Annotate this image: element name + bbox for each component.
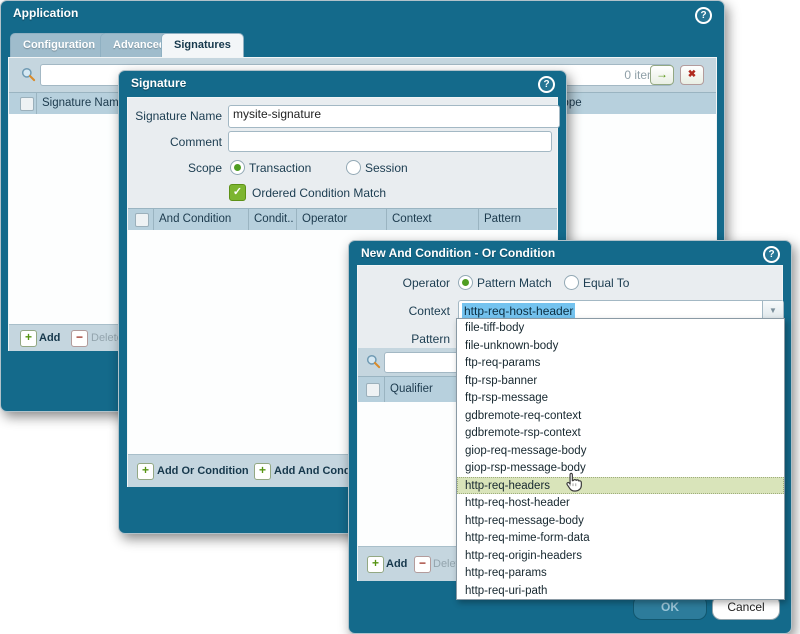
select-all-checkbox[interactable] <box>366 383 380 397</box>
new-and-condition-dialog: New And Condition - Or Condition ? Opera… <box>348 240 792 634</box>
dropdown-item[interactable]: http-req-message-body <box>465 514 584 527</box>
column-pattern[interactable]: Pattern <box>484 213 522 225</box>
new-and-condition-dialog-title: New And Condition - Or Condition <box>361 246 556 260</box>
signature-name-label: Signature Name <box>135 109 222 123</box>
column-qualifier[interactable]: Qualifier <box>390 383 433 395</box>
dropdown-item[interactable]: gdbremote-rsp-context <box>465 427 581 439</box>
select-all-checkbox[interactable] <box>20 97 34 111</box>
scope-transaction-radio[interactable] <box>230 160 245 175</box>
dropdown-item[interactable]: giop-rsp-message-body <box>465 462 586 474</box>
dropdown-arrow-icon[interactable]: ▼ <box>762 301 783 321</box>
search-icon <box>21 67 36 82</box>
add-icon[interactable]: + <box>367 556 384 573</box>
scope-session-radio[interactable] <box>346 160 361 175</box>
help-icon[interactable]: ? <box>763 246 780 263</box>
operator-equal-to-radio[interactable] <box>564 275 579 290</box>
dropdown-item[interactable]: http-req-params <box>465 567 547 579</box>
add-or-condition-button[interactable]: Add Or Condition <box>157 465 249 477</box>
signature-name-input[interactable]: mysite-signature <box>228 105 560 128</box>
delete-button[interactable]: Delete <box>91 332 123 344</box>
operator-label: Operator <box>402 276 450 290</box>
operator-pattern-match-label[interactable]: Pattern Match <box>477 276 552 290</box>
dropdown-item[interactable]: ftp-rsp-message <box>465 392 549 404</box>
dropdown-item[interactable]: giop-req-message-body <box>465 444 587 457</box>
operator-pattern-match-radio[interactable] <box>458 275 473 290</box>
scope-label: Scope <box>187 161 222 175</box>
dropdown-item[interactable]: http-req-host-header <box>465 497 570 509</box>
scope-session-label[interactable]: Session <box>365 161 408 175</box>
delete-icon[interactable]: − <box>71 330 88 347</box>
delete-icon[interactable]: − <box>414 556 431 573</box>
add-button[interactable]: Add <box>386 558 408 570</box>
clear-filter-button[interactable]: ✖ <box>680 65 704 85</box>
select-all-checkbox[interactable] <box>135 213 149 227</box>
add-icon[interactable]: + <box>254 463 271 480</box>
signature-dialog-title: Signature <box>131 76 187 90</box>
conditions-table-header: And Condition Condit.. Operator Context … <box>128 208 557 232</box>
context-dropdown-list: file-tiff-body file-unknown-body ftp-req… <box>456 318 785 600</box>
comment-input[interactable] <box>228 131 552 152</box>
dropdown-item[interactable]: ftp-req-params <box>465 357 541 369</box>
column-signature-name[interactable]: Signature Name <box>42 97 126 109</box>
add-icon[interactable]: + <box>20 330 37 347</box>
tab-signatures[interactable]: Signatures <box>161 33 244 59</box>
column-condition[interactable]: Condit.. <box>254 213 294 225</box>
operator-equal-to-label[interactable]: Equal To <box>583 276 630 290</box>
pattern-label: Pattern <box>411 332 450 346</box>
tab-configuration[interactable]: Configuration <box>10 33 109 57</box>
dropdown-item[interactable]: http-req-uri-path <box>465 584 548 597</box>
search-icon <box>366 354 381 369</box>
column-context[interactable]: Context <box>392 213 432 225</box>
dropdown-item[interactable]: gdbremote-req-context <box>465 409 582 422</box>
scope-transaction-label[interactable]: Transaction <box>249 161 312 175</box>
application-dialog-title: Application <box>13 6 79 20</box>
ordered-condition-label[interactable]: Ordered Condition Match <box>252 186 387 200</box>
dropdown-item[interactable]: file-unknown-body <box>465 339 559 352</box>
context-label: Context <box>408 304 450 318</box>
tab-bar: Configuration Advanced Signatures <box>1 33 724 59</box>
comment-label: Comment <box>169 135 222 149</box>
ordered-condition-checkbox[interactable]: ✓ <box>229 184 246 201</box>
dropdown-item[interactable]: http-req-origin-headers <box>465 549 582 562</box>
hand-cursor-icon <box>566 472 582 492</box>
dropdown-item[interactable]: http-req-mime-form-data <box>465 532 590 544</box>
help-icon[interactable]: ? <box>538 76 555 93</box>
apply-filter-button[interactable]: → <box>650 65 674 85</box>
context-value: http-req-host-header <box>462 303 576 319</box>
add-icon[interactable]: + <box>137 463 154 480</box>
column-and-condition[interactable]: And Condition <box>159 213 232 225</box>
help-icon[interactable]: ? <box>695 7 712 24</box>
dropdown-item[interactable]: file-tiff-body <box>465 322 525 334</box>
dropdown-item-highlighted[interactable]: http-req-headers <box>457 476 784 494</box>
add-button[interactable]: Add <box>39 332 61 344</box>
column-operator[interactable]: Operator <box>302 213 348 225</box>
dropdown-item[interactable]: ftp-rsp-banner <box>465 374 538 387</box>
